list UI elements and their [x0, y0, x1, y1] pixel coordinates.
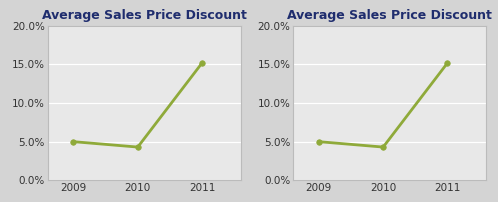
Title: Average Sales Price Discount: Average Sales Price Discount — [42, 9, 247, 22]
Title: Average Sales Price Discount: Average Sales Price Discount — [287, 9, 492, 22]
